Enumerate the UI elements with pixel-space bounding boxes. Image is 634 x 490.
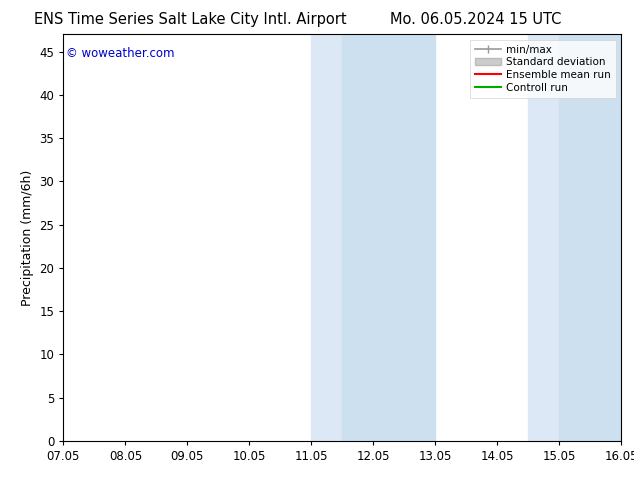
- Bar: [528, 34, 559, 441]
- Text: ENS Time Series Salt Lake City Intl. Airport: ENS Time Series Salt Lake City Intl. Air…: [34, 12, 347, 27]
- Text: © woweather.com: © woweather.com: [66, 47, 175, 59]
- Bar: [342, 34, 436, 441]
- Bar: [311, 34, 342, 441]
- Bar: [559, 34, 634, 441]
- Legend: min/max, Standard deviation, Ensemble mean run, Controll run: min/max, Standard deviation, Ensemble me…: [470, 40, 616, 98]
- Text: Mo. 06.05.2024 15 UTC: Mo. 06.05.2024 15 UTC: [390, 12, 561, 27]
- Y-axis label: Precipitation (mm/6h): Precipitation (mm/6h): [21, 170, 34, 306]
